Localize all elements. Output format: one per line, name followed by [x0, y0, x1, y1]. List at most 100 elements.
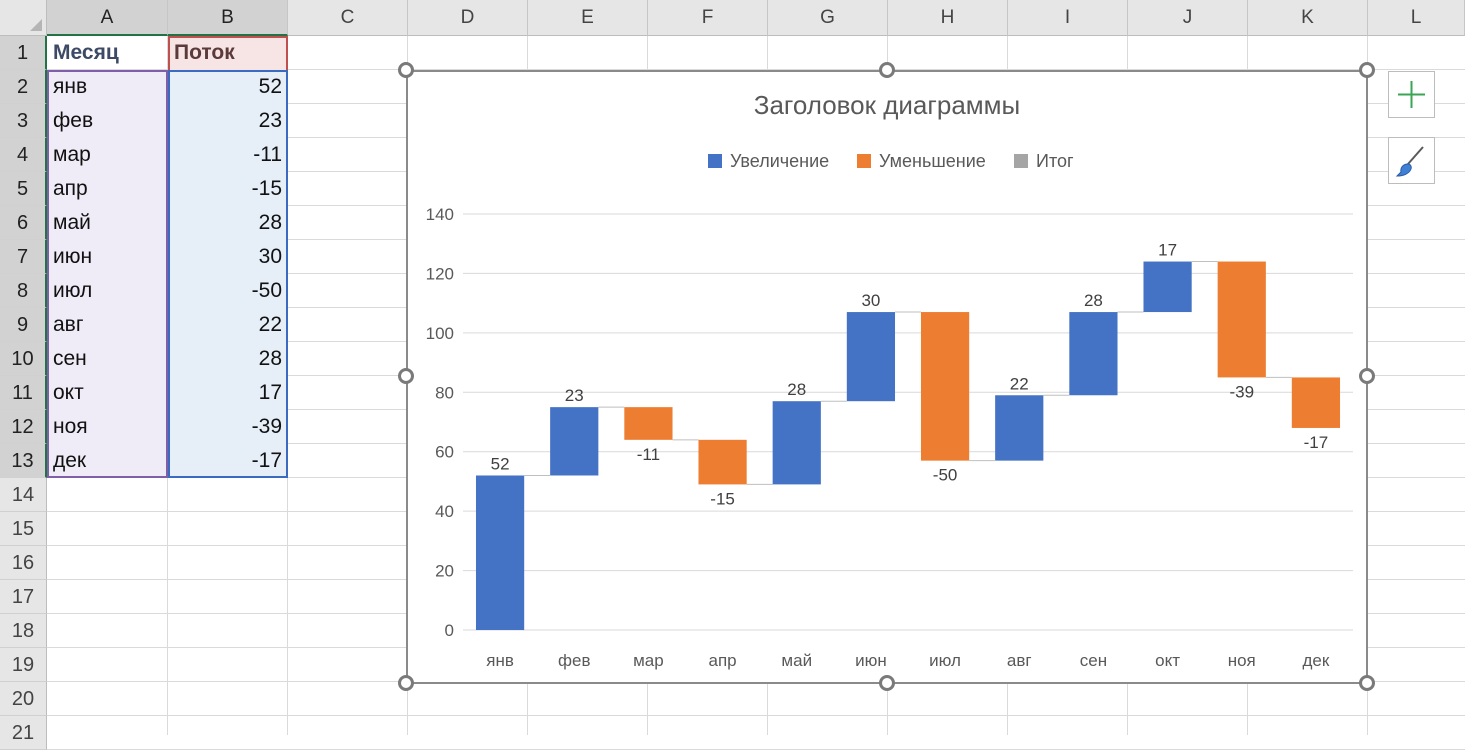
x-tick-label: янв — [486, 651, 514, 670]
y-tick-label: 140 — [426, 205, 454, 224]
chart-canvas: Заголовок диаграммы Увеличение Уменьшение И… — [426, 90, 1353, 670]
x-tick-label: сен — [1080, 651, 1107, 670]
waterfall-bar — [772, 401, 821, 485]
column-header[interactable]: A — [47, 0, 168, 36]
flow-cell[interactable]: -11 — [253, 143, 282, 166]
data-label: 22 — [1010, 374, 1029, 393]
chart-styles-button[interactable] — [1388, 137, 1435, 184]
flow-cell[interactable]: 23 — [258, 109, 282, 132]
flow-cell[interactable]: 30 — [258, 245, 282, 268]
row-header[interactable]: 9 — [0, 308, 47, 342]
waterfall-chart[interactable]: Заголовок диаграммы Увеличение Уменьшение И… — [406, 70, 1368, 684]
brush-icon — [1395, 146, 1424, 177]
month-cell[interactable]: янв — [53, 75, 88, 98]
column-header[interactable]: K — [1248, 0, 1368, 36]
data-label: 17 — [1158, 241, 1177, 260]
column-header[interactable]: I — [1008, 0, 1128, 36]
row-header[interactable]: 21 — [0, 716, 47, 750]
row-header[interactable]: 6 — [0, 206, 47, 240]
row-header[interactable]: 19 — [0, 648, 47, 682]
flow-cell[interactable]: 17 — [258, 381, 282, 404]
row-header[interactable]: 4 — [0, 138, 47, 172]
data-label: 28 — [787, 380, 806, 399]
resize-handle-bottom[interactable] — [879, 675, 895, 691]
column-header[interactable]: J — [1128, 0, 1248, 36]
resize-handle-left[interactable] — [398, 368, 414, 384]
column-header[interactable]: L — [1368, 0, 1465, 36]
waterfall-bar — [995, 395, 1044, 461]
waterfall-bar — [846, 312, 896, 402]
month-cell[interactable]: июл — [53, 279, 93, 302]
x-tick-label: авг — [1007, 651, 1032, 670]
month-cell[interactable]: ноя — [53, 415, 88, 438]
header-cell-month[interactable]: Месяц — [53, 41, 119, 64]
row-header[interactable]: 20 — [0, 682, 47, 716]
legend-swatch — [1014, 154, 1028, 168]
row-header[interactable]: 8 — [0, 274, 47, 308]
month-cell[interactable]: авг — [53, 313, 84, 336]
row-header[interactable]: 3 — [0, 104, 47, 138]
chart-elements-button[interactable] — [1388, 71, 1435, 118]
row-gridline — [47, 715, 1465, 716]
month-cell[interactable]: апр — [53, 177, 88, 200]
y-tick-label: 0 — [445, 621, 454, 640]
flow-cell[interactable]: 28 — [258, 347, 282, 370]
flow-cell[interactable]: -39 — [251, 415, 282, 438]
data-label: 52 — [491, 454, 510, 473]
month-cell[interactable]: сен — [53, 347, 87, 370]
row-gridline — [47, 69, 1465, 70]
data-label: 23 — [565, 386, 584, 405]
resize-handle-bottom-left[interactable] — [398, 675, 414, 691]
column-header[interactable]: F — [648, 0, 768, 36]
column-header[interactable]: H — [888, 0, 1008, 36]
legend-swatch — [857, 154, 871, 168]
flow-cell[interactable]: 22 — [258, 313, 282, 336]
column-header[interactable]: C — [288, 0, 408, 36]
waterfall-bar — [698, 439, 747, 485]
header-cell-flow[interactable]: Поток — [174, 41, 235, 64]
data-label: -17 — [1304, 433, 1329, 452]
column-header[interactable]: D — [408, 0, 528, 36]
row-header[interactable]: 13 — [0, 444, 47, 478]
month-cell[interactable]: дек — [53, 449, 87, 472]
month-cell[interactable]: окт — [53, 381, 84, 404]
flow-cell[interactable]: -15 — [251, 177, 282, 200]
resize-handle-top-left[interactable] — [398, 62, 414, 78]
row-header[interactable]: 5 — [0, 172, 47, 206]
x-tick-label: июл — [929, 651, 961, 670]
row-header[interactable]: 17 — [0, 580, 47, 614]
data-label: -39 — [1229, 382, 1254, 401]
waterfall-bar — [624, 407, 673, 440]
column-header[interactable]: B — [168, 0, 288, 36]
month-cell[interactable]: июн — [53, 245, 93, 268]
row-header[interactable]: 12 — [0, 410, 47, 444]
month-cell[interactable]: май — [53, 211, 91, 234]
flow-cell[interactable]: -50 — [251, 279, 282, 302]
row-header[interactable]: 2 — [0, 70, 47, 104]
resize-handle-right[interactable] — [1359, 368, 1375, 384]
legend-label: Итог — [1036, 151, 1074, 171]
data-label: 30 — [861, 291, 880, 310]
resize-handle-bottom-right[interactable] — [1359, 675, 1375, 691]
row-header[interactable]: 14 — [0, 478, 47, 512]
row-header[interactable]: 18 — [0, 614, 47, 648]
flow-cell[interactable]: 52 — [258, 75, 282, 98]
row-header[interactable]: 1 — [0, 36, 47, 70]
select-all-triangle-icon[interactable] — [30, 19, 42, 31]
resize-handle-top-right[interactable] — [1359, 62, 1375, 78]
month-cell[interactable]: мар — [53, 143, 91, 166]
x-tick-label: ноя — [1228, 651, 1256, 670]
row-header[interactable]: 15 — [0, 512, 47, 546]
row-header[interactable]: 16 — [0, 546, 47, 580]
resize-handle-top[interactable] — [879, 62, 895, 78]
row-header[interactable]: 10 — [0, 342, 47, 376]
select-all-corner[interactable] — [0, 0, 47, 36]
flow-cell[interactable]: 28 — [258, 211, 282, 234]
flow-cell[interactable]: -17 — [251, 449, 282, 472]
month-cell[interactable]: фев — [53, 109, 94, 132]
column-header[interactable]: E — [528, 0, 648, 36]
row-header[interactable]: 11 — [0, 376, 47, 410]
column-header[interactable]: G — [768, 0, 888, 36]
row-header[interactable]: 7 — [0, 240, 47, 274]
